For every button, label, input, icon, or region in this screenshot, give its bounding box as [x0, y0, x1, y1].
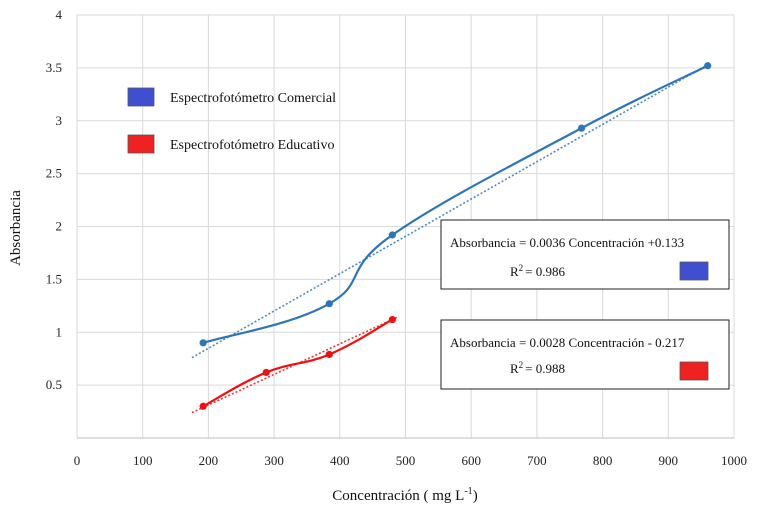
- y-tick-label: 2: [56, 219, 63, 234]
- r2-text: R2 = 0.988: [510, 360, 565, 376]
- x-tick-label: 300: [264, 453, 284, 468]
- series-layer: [191, 62, 712, 414]
- series-1: [191, 315, 400, 414]
- legend-label-comercial: Espectrofotómetro Comercial: [170, 91, 336, 106]
- trendline: [191, 64, 709, 359]
- x-tick-label: 500: [396, 453, 416, 468]
- equation-swatch-educativo: [679, 361, 709, 381]
- tick-labels: 0 100 200 300 400 500 600 700 800 900 1000 0.5 1 1.5 2…: [46, 7, 747, 468]
- equation-box-comercial: Absorbancia = 0.0036 Concentración +0.13…: [440, 219, 730, 290]
- y-tick-label: 1.5: [46, 271, 62, 286]
- equation-box-educativo: Absorbancia = 0.0028 Concentración - 0.2…: [440, 319, 730, 390]
- data-point: [325, 350, 333, 359]
- data-point: [388, 231, 396, 239]
- legend-swatch-comercial: [127, 87, 155, 107]
- y-tick-label: 3.5: [46, 60, 62, 75]
- x-tick-label: 1000: [721, 453, 747, 468]
- y-tick-label: 1: [56, 324, 63, 339]
- x-tick-label: 900: [659, 453, 679, 468]
- y-tick-label: 3: [56, 113, 63, 128]
- y-tick-label: 0.5: [46, 377, 62, 392]
- equation-swatch-comercial: [679, 261, 709, 281]
- data-point: [262, 368, 270, 377]
- data-point: [704, 62, 712, 70]
- data-point: [199, 339, 207, 347]
- series-line: [202, 64, 709, 344]
- x-tick-label: 0: [74, 453, 81, 468]
- x-tick-label: 800: [593, 453, 613, 468]
- legend-label-educativo: Espectrofotómetro Educativo: [170, 138, 334, 153]
- y-tick-label: 2.5: [46, 166, 62, 181]
- series-0: [191, 62, 712, 359]
- series-line: [202, 318, 393, 408]
- data-point: [325, 300, 333, 308]
- axes: [76, 15, 734, 439]
- equation-text: Absorbancia = 0.0036 Concentración +0.13…: [450, 235, 684, 250]
- x-tick-label: 200: [199, 453, 219, 468]
- data-point: [388, 315, 396, 324]
- x-tick-label: 700: [527, 453, 547, 468]
- equation-text: Absorbancia = 0.0028 Concentración - 0.2…: [450, 335, 685, 350]
- x-tick-label: 400: [330, 453, 350, 468]
- x-tick-label: 100: [133, 453, 153, 468]
- data-point: [577, 124, 586, 132]
- y-tick-label: 4: [56, 7, 63, 22]
- data-point: [199, 402, 207, 410]
- x-tick-label: 600: [461, 453, 481, 468]
- legend: Espectrofotómetro Comercial Espectrofotó…: [127, 87, 336, 154]
- y-axis-title: Absorbancia: [8, 190, 24, 266]
- x-axis-title: Concentración ( mg L-1): [332, 486, 477, 504]
- r2-text: R2 = 0.986: [510, 263, 566, 279]
- legend-swatch-educativo: [127, 134, 155, 154]
